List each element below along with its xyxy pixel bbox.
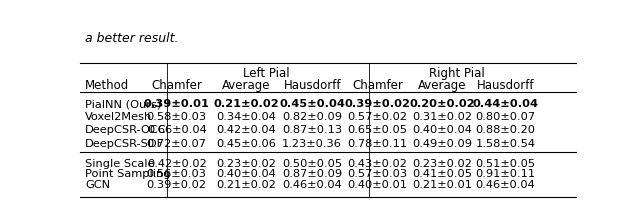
Text: a better result.: a better result. — [85, 32, 179, 45]
Text: 0.23±0.02: 0.23±0.02 — [216, 159, 276, 169]
Text: Hausdorff: Hausdorff — [284, 80, 341, 93]
Text: 0.72±0.07: 0.72±0.07 — [147, 138, 207, 149]
Text: Hausdorff: Hausdorff — [477, 80, 534, 93]
Text: 0.88±0.20: 0.88±0.20 — [476, 125, 536, 135]
Text: 0.50±0.05: 0.50±0.05 — [282, 159, 342, 169]
Text: 0.39±0.01: 0.39±0.01 — [144, 99, 210, 109]
Text: 0.87±0.13: 0.87±0.13 — [282, 125, 342, 135]
Text: 0.31±0.02: 0.31±0.02 — [412, 112, 472, 122]
Text: PialNN (Ours): PialNN (Ours) — [85, 99, 161, 109]
Text: 0.23±0.02: 0.23±0.02 — [412, 159, 472, 169]
Text: Chamfer: Chamfer — [151, 80, 202, 93]
Text: Right Pial: Right Pial — [429, 68, 485, 81]
Text: Single Scale: Single Scale — [85, 159, 154, 169]
Text: 0.41±0.05: 0.41±0.05 — [412, 169, 472, 180]
Text: Left Pial: Left Pial — [243, 68, 289, 81]
Text: 0.46±0.04: 0.46±0.04 — [476, 180, 536, 190]
Text: 0.39±0.02: 0.39±0.02 — [147, 180, 207, 190]
Text: Voxel2Mesh: Voxel2Mesh — [85, 112, 152, 122]
Text: 0.56±0.03: 0.56±0.03 — [147, 169, 207, 180]
Text: Average: Average — [418, 80, 467, 93]
Text: 0.65±0.05: 0.65±0.05 — [348, 125, 408, 135]
Text: 0.40±0.01: 0.40±0.01 — [348, 180, 408, 190]
Text: 0.45±0.04: 0.45±0.04 — [279, 99, 345, 109]
Text: 0.40±0.04: 0.40±0.04 — [412, 125, 472, 135]
Text: 0.40±0.04: 0.40±0.04 — [216, 169, 276, 180]
Text: 0.44±0.04: 0.44±0.04 — [472, 99, 539, 109]
Text: Average: Average — [222, 80, 271, 93]
Text: 0.57±0.03: 0.57±0.03 — [348, 169, 408, 180]
Text: 0.66±0.04: 0.66±0.04 — [147, 125, 207, 135]
Text: 0.57±0.02: 0.57±0.02 — [348, 112, 408, 122]
Text: 0.49±0.09: 0.49±0.09 — [412, 138, 472, 149]
Text: 0.34±0.04: 0.34±0.04 — [216, 112, 276, 122]
Text: 1.58±0.54: 1.58±0.54 — [476, 138, 536, 149]
Text: 0.82±0.09: 0.82±0.09 — [282, 112, 342, 122]
Text: 0.21±0.02: 0.21±0.02 — [216, 180, 276, 190]
Text: DeepCSR-OCC: DeepCSR-OCC — [85, 125, 166, 135]
Text: Method: Method — [85, 80, 129, 93]
Text: Point Sampling: Point Sampling — [85, 169, 170, 180]
Text: 0.42±0.02: 0.42±0.02 — [147, 159, 207, 169]
Text: 0.43±0.02: 0.43±0.02 — [348, 159, 408, 169]
Text: 0.58±0.03: 0.58±0.03 — [147, 112, 207, 122]
Text: GCN: GCN — [85, 180, 110, 190]
Text: 0.78±0.11: 0.78±0.11 — [348, 138, 408, 149]
Text: 1.23±0.36: 1.23±0.36 — [282, 138, 342, 149]
Text: 0.45±0.06: 0.45±0.06 — [216, 138, 276, 149]
Text: Chamfer: Chamfer — [352, 80, 403, 93]
Text: 0.21±0.01: 0.21±0.01 — [412, 180, 472, 190]
Text: 0.21±0.02: 0.21±0.02 — [213, 99, 279, 109]
Text: 0.51±0.05: 0.51±0.05 — [476, 159, 536, 169]
Text: 0.20±0.02: 0.20±0.02 — [409, 99, 475, 109]
Text: 0.80±0.07: 0.80±0.07 — [476, 112, 536, 122]
Text: 0.42±0.04: 0.42±0.04 — [216, 125, 276, 135]
Text: 0.87±0.09: 0.87±0.09 — [282, 169, 342, 180]
Text: 0.39±0.02: 0.39±0.02 — [345, 99, 410, 109]
Text: DeepCSR-SDF: DeepCSR-SDF — [85, 138, 164, 149]
Text: 0.91±0.11: 0.91±0.11 — [476, 169, 536, 180]
Text: 0.46±0.04: 0.46±0.04 — [282, 180, 342, 190]
